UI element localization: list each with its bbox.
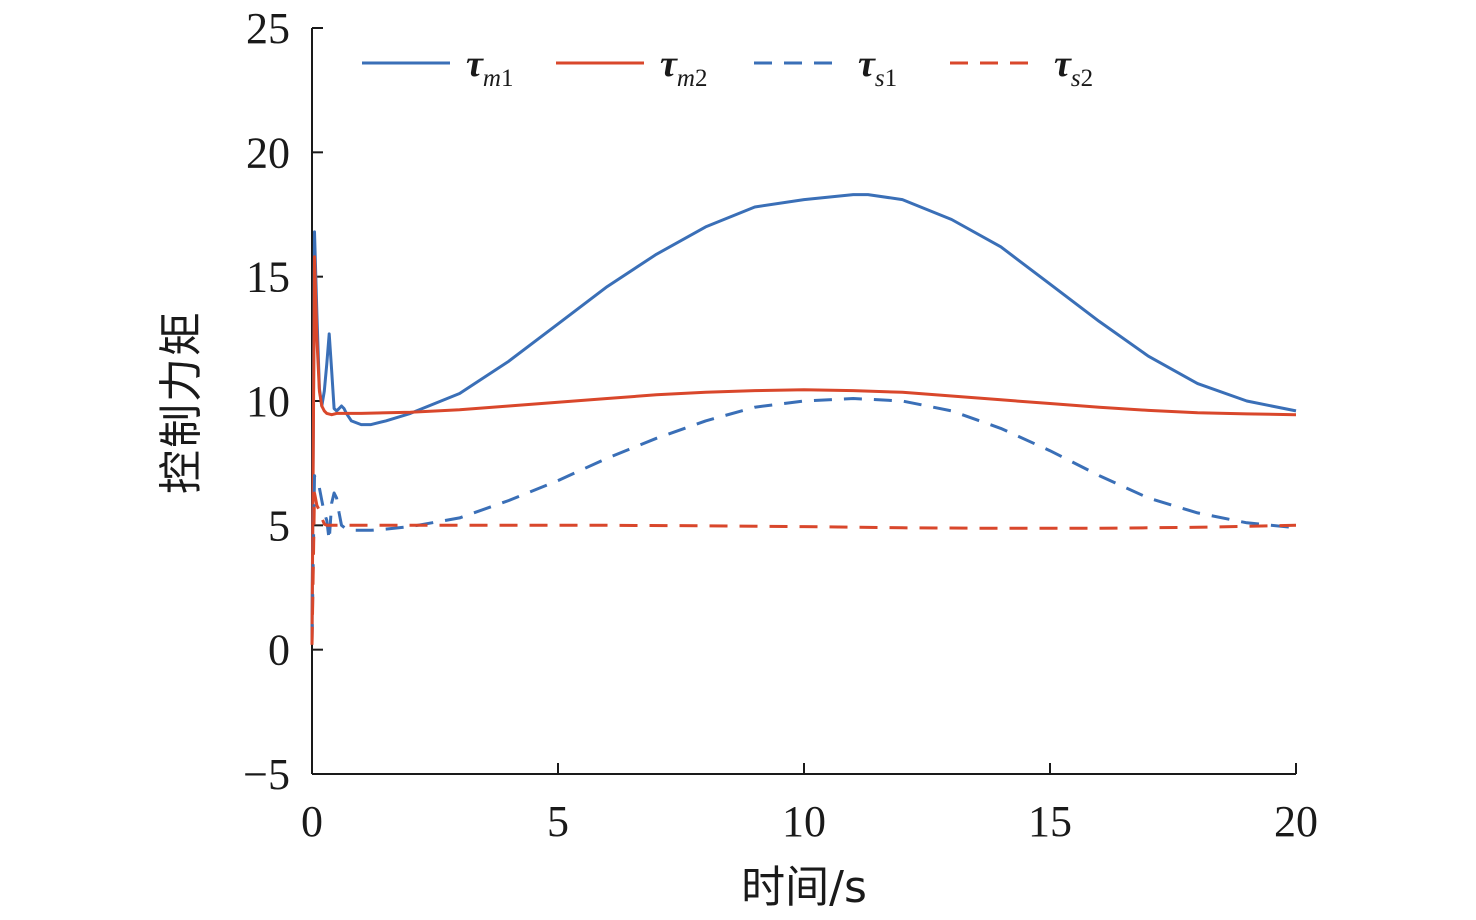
series-line-s1	[310, 397, 1297, 643]
series-line-s2	[310, 491, 1297, 645]
x-axis-label: 时间/s	[741, 862, 867, 913]
y-tick-label: 20	[246, 128, 290, 177]
y-tick-label: 25	[246, 4, 290, 53]
series-line-m1	[310, 193, 1297, 638]
y-axis-label: 控制力矩	[156, 310, 207, 494]
legend-label-s1: τs1	[858, 43, 897, 92]
y-tick-label: 0	[268, 626, 290, 675]
y-tick-label: 10	[246, 377, 290, 426]
x-tick-label: 0	[301, 797, 323, 846]
legend-label-m2: τm2	[660, 43, 707, 92]
x-tick-label: 20	[1274, 797, 1318, 846]
series-layer	[310, 193, 1297, 645]
legend-label-s2: τs2	[1054, 43, 1093, 92]
y-tick-label: 15	[246, 253, 290, 302]
axes	[311, 28, 1296, 775]
series-line-m2	[310, 255, 1297, 645]
x-tick-label: 10	[782, 797, 826, 846]
x-tick-label: 15	[1028, 797, 1072, 846]
legend-label-m1: τm1	[466, 43, 513, 92]
y-tick-label: −5	[243, 750, 290, 799]
x-tick-label: 5	[547, 797, 569, 846]
y-tick-label: 5	[268, 501, 290, 550]
legend: τm1 τm2 τs1 τs2	[362, 43, 1093, 92]
